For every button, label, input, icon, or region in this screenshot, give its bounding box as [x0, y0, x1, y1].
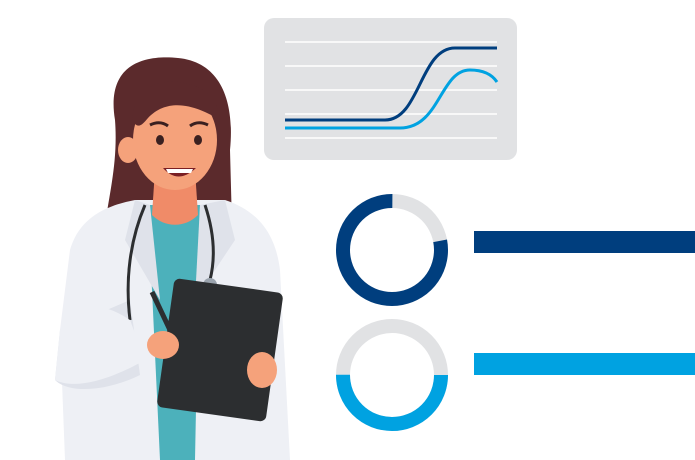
progress-bar-navy — [474, 231, 695, 253]
chart-line-light-blue — [285, 68, 499, 130]
donut-chart-2 — [336, 319, 448, 431]
chart-line-navy — [285, 46, 497, 122]
donut-chart-1 — [336, 194, 448, 306]
chart-gridlines — [285, 41, 497, 139]
progress-bar-light-blue — [474, 353, 695, 375]
doctor-figure — [55, 57, 290, 460]
clipboard — [157, 278, 283, 422]
line-chart-card — [264, 18, 517, 160]
